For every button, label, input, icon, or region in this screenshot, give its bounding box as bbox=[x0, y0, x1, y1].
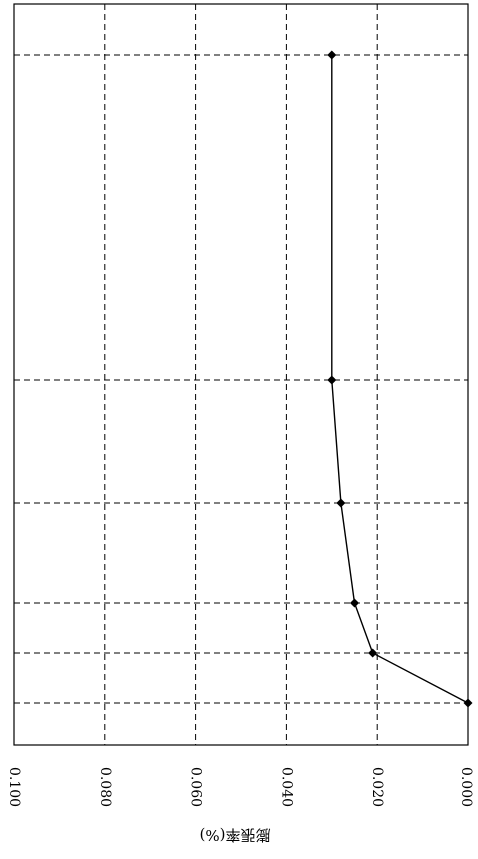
y-tick-label: 0.000 bbox=[458, 767, 474, 807]
data-point bbox=[368, 648, 378, 658]
data-point bbox=[350, 598, 359, 608]
series-line bbox=[331, 55, 469, 704]
y-tick-label: 0.100 bbox=[6, 767, 22, 807]
y-tick-label: 0.060 bbox=[188, 767, 204, 807]
series-layer bbox=[327, 50, 473, 708]
y-tick-label: 0.080 bbox=[97, 767, 113, 807]
data-point bbox=[327, 375, 337, 385]
grid-lines bbox=[14, 4, 468, 745]
plot-frame bbox=[13, 3, 469, 746]
data-point bbox=[463, 698, 473, 708]
plot-area bbox=[13, 3, 469, 746]
y-tick-labels: 0.100 0.080 0.060 0.040 0.020 0.000 bbox=[6, 767, 474, 807]
y-tick-label: 0.040 bbox=[278, 767, 294, 807]
y-axis-title: 膨張率(%) bbox=[200, 826, 271, 844]
y-tick-label: 0.020 bbox=[369, 767, 385, 807]
axis-label-layer: 膨張率(%) bbox=[200, 826, 271, 844]
data-point bbox=[336, 498, 346, 508]
data-point bbox=[327, 50, 337, 60]
